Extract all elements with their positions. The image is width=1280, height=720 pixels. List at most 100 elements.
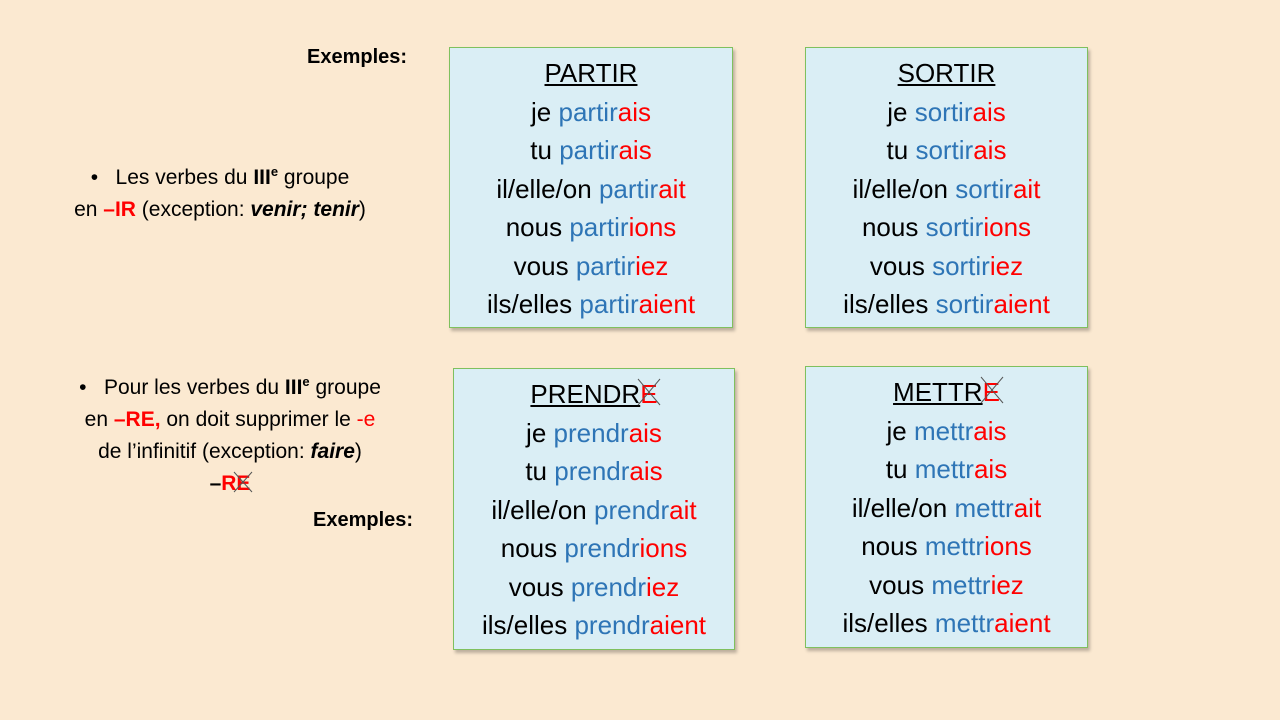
ending: ions [984,531,1032,561]
text: e [270,164,279,179]
stem: partir [575,250,636,281]
pronoun: il/elle/on [852,173,948,204]
ending: ais [618,135,652,165]
verb-title: PRENDRE [454,375,734,414]
conjugation-line: vous sortiriez [806,247,1087,286]
stem: mettr [914,415,974,446]
crossed-letter: E [980,373,1003,412]
pronoun: je [531,96,552,127]
conjugation-line: il/elle/on mettrait [806,489,1087,528]
conjugation-line: il/elle/on partirait [450,170,732,209]
ending: ait [1012,173,1041,204]
title-text: PARTIR [544,58,638,88]
stem: partir [558,96,618,127]
conjugation-box: PRENDRE je prendrais tu prendrais il/elle/o… [453,368,735,650]
stem: partir [579,289,639,319]
pronoun: il/elle/on [491,494,587,525]
stem: sortir [935,289,994,319]
cross [637,378,661,406]
pronoun: nous [861,531,918,561]
text: faire [310,440,355,463]
bullet-dot: • [90,166,116,189]
ending: iez [990,569,1024,600]
conjugation-line: je mettrais [806,412,1087,451]
examples-label: Exemples: [313,509,414,531]
conjugation-line: tu partirais [450,131,732,170]
title: PRENDRE [530,378,661,409]
pronoun: tu [530,135,552,165]
stem: prendr [564,533,640,563]
verb-title: PARTIR [450,54,732,93]
text: groupe [278,166,350,189]
crossed-letter: E [637,375,661,414]
ending: ais [629,456,663,486]
conjugation-line: ils/elles prendraient [454,606,734,645]
ending: ais [617,96,651,127]
stem: sortir [915,135,974,165]
stem: sortir [925,212,984,242]
text: – [209,472,222,495]
conjugation-line: nous partirions [450,208,732,247]
ending: aient [638,289,696,319]
stem: prendr [594,494,670,525]
pronoun: je [887,96,908,127]
conjugation-box: PARTIR je partirais tu partirais il/elle/on… [449,47,733,328]
bullet: • Les verbes du IIIe groupe en –IR (exce… [40,156,400,226]
examples-label: Exemples: [307,46,408,68]
title-text: PRENDR [530,379,641,409]
cross [234,471,253,493]
stem: partir [598,173,659,204]
pronoun: vous [513,250,569,281]
conjugation-line: je prendrais [454,414,734,453]
conjugation-line: tu sortirais [806,131,1087,170]
ending: ais [973,135,1007,165]
title-text: METTR [893,377,983,407]
ending: ions [639,533,688,563]
crossed-letter: E [234,468,253,500]
stem: mettr [914,454,974,484]
text: III [284,376,303,399]
bullet: • Pour les verbes du IIIe groupe en –RE,… [40,366,420,500]
text: en [74,198,104,221]
ending: ais [973,454,1008,484]
conjugation-line: ils/elles partiraient [450,285,732,324]
conjugation-line: nous sortirions [806,208,1087,247]
ending: aient [994,608,1051,638]
text: en [84,408,114,431]
text: III [253,166,271,189]
ending: ions [628,212,677,242]
conjugation-line: il/elle/on sortirait [806,170,1087,209]
ending: ait [669,494,697,525]
pronoun: ils/elles [486,289,573,319]
ending: aient [993,289,1050,319]
title: METTRE [893,376,1003,407]
title-text: SORTIR [897,58,996,88]
pronoun: il/elle/on [496,173,592,204]
conjugation-line: tu mettrais [806,450,1087,489]
text: on doit supprimer le [160,408,357,431]
ending: ions [983,212,1032,242]
bullet-dot: • [79,376,104,399]
text: Les verbes du [115,166,254,189]
conjugation-line: je partirais [450,93,732,132]
pronoun: vous [508,571,564,602]
ending: ais [973,415,1007,446]
pronoun: nous [500,533,558,563]
pronoun: ils/elles [843,289,929,319]
pronoun: il/elle/on [851,492,948,523]
pronoun: tu [886,135,909,165]
stem: prendr [553,417,629,448]
ending: aient [649,610,707,640]
pronoun: je [526,417,547,448]
pronoun: tu [885,454,908,484]
conjugation-line: vous mettriez [806,566,1087,605]
ending: ais [972,96,1006,127]
ending: ait [1013,492,1042,523]
ending: iez [646,571,680,602]
text: e [302,374,310,389]
pronoun: ils/elles [481,610,568,640]
ending: iez [635,250,669,281]
verb-title: METTRE [806,373,1087,412]
text: R [221,472,237,495]
